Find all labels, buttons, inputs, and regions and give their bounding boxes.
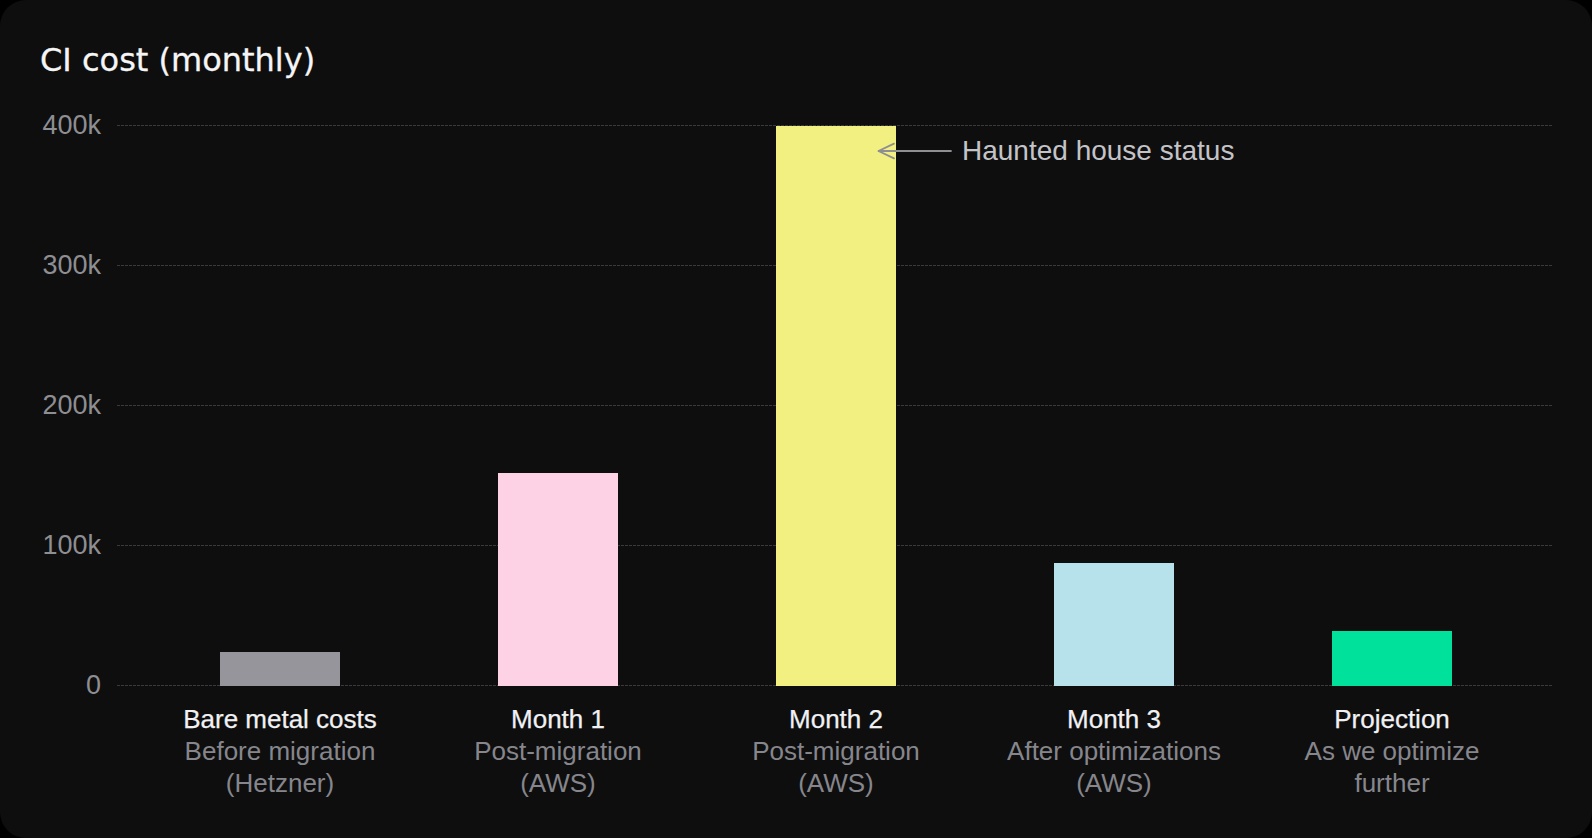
y-tick-label: 300k <box>0 249 101 281</box>
x-label-month-3: Month 3After optimizations(AWS) <box>964 703 1264 799</box>
x-label-month-1: Month 1Post-migration(AWS) <box>408 703 708 799</box>
y-tick-label: 0 <box>0 669 101 701</box>
category-name: Projection <box>1242 703 1542 735</box>
bar-bare-metal-costs <box>220 652 340 686</box>
category-subtitle: further <box>1242 767 1542 799</box>
category-subtitle: (AWS) <box>408 767 708 799</box>
left-arrow-icon <box>876 141 952 161</box>
category-name: Month 1 <box>408 703 708 735</box>
annotation-text: Haunted house status <box>962 135 1234 167</box>
category-subtitle: Post-migration <box>686 735 986 767</box>
category-subtitle: (AWS) <box>964 767 1264 799</box>
bar-projection <box>1332 631 1452 686</box>
bar-month-2 <box>776 126 896 686</box>
y-tick-label: 200k <box>0 389 101 421</box>
category-subtitle: Before migration <box>130 735 430 767</box>
x-label-month-2: Month 2Post-migration(AWS) <box>686 703 986 799</box>
x-label-projection: ProjectionAs we optimizefurther <box>1242 703 1542 799</box>
category-subtitle: (Hetzner) <box>130 767 430 799</box>
category-name: Bare metal costs <box>130 703 430 735</box>
category-name: Month 3 <box>964 703 1264 735</box>
category-subtitle: As we optimize <box>1242 735 1542 767</box>
y-tick-label: 400k <box>0 109 101 141</box>
y-tick-label: 100k <box>0 529 101 561</box>
bar-month-1 <box>498 473 618 686</box>
x-label-bare-metal-costs: Bare metal costsBefore migration(Hetzner… <box>130 703 430 799</box>
category-subtitle: After optimizations <box>964 735 1264 767</box>
category-name: Month 2 <box>686 703 986 735</box>
bar-month-3 <box>1054 563 1174 686</box>
chart-panel: CI cost (monthly) 0 100k 200k 300k 400k Bare… <box>0 0 1592 838</box>
category-subtitle: Post-migration <box>408 735 708 767</box>
category-subtitle: (AWS) <box>686 767 986 799</box>
annotation: Haunted house status <box>876 136 1234 166</box>
chart-title: CI cost (monthly) <box>40 41 315 79</box>
